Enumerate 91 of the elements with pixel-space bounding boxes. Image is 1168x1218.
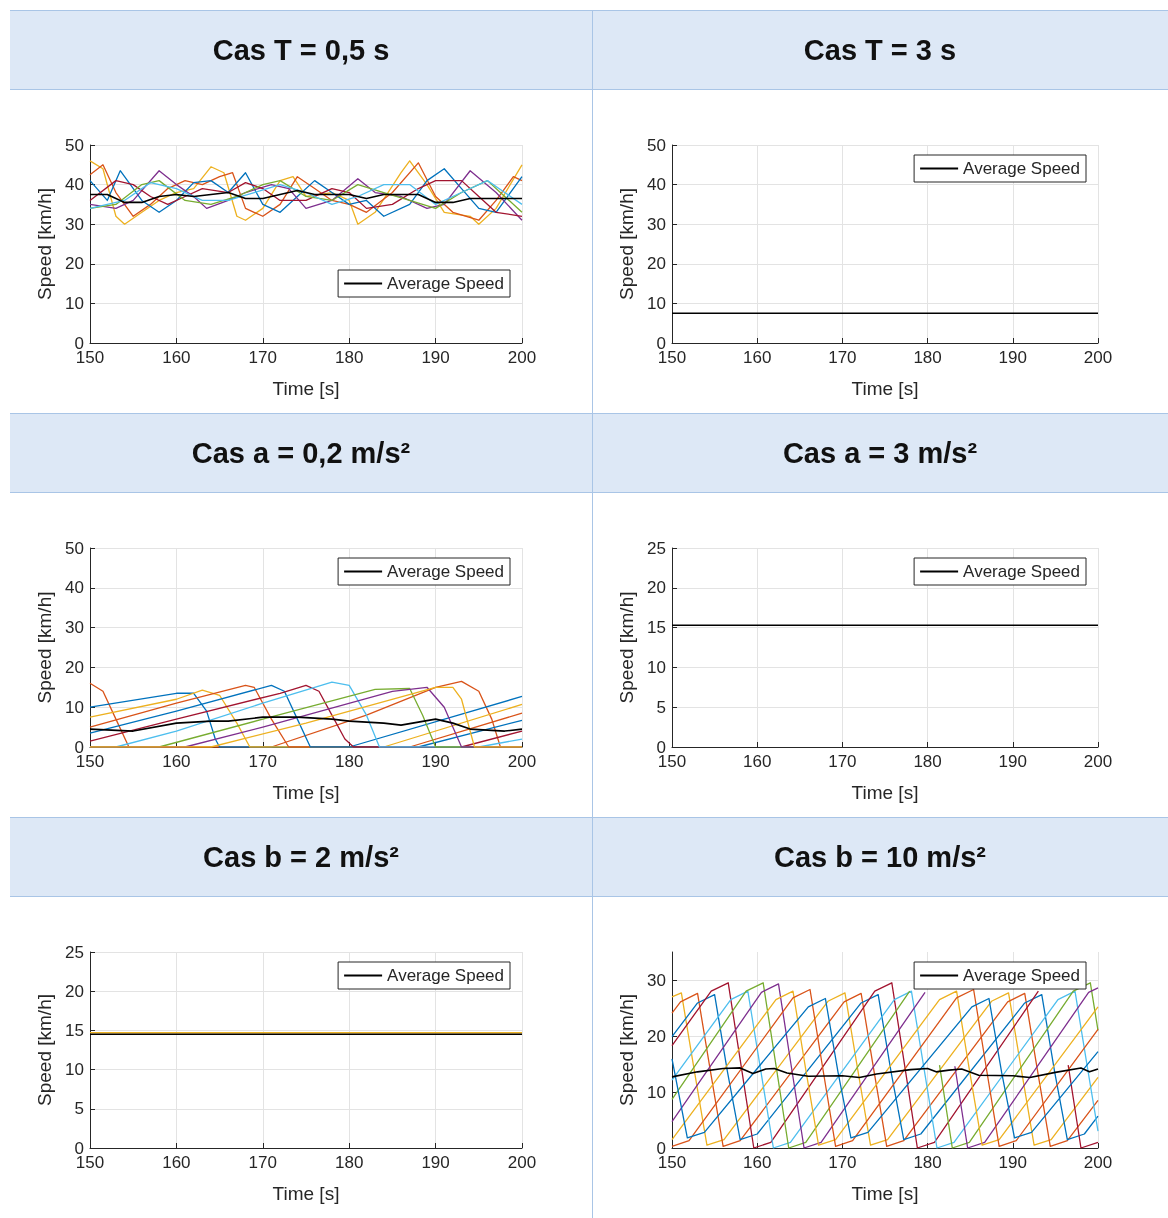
x-tick-label: 170 (248, 1153, 277, 1172)
chart-title: Cas a = 3 m/s² (592, 413, 1168, 493)
y-tick-label: 25 (647, 538, 666, 558)
x-tick-label: 190 (421, 348, 450, 367)
legend-label: Average Speed (387, 562, 505, 581)
y-axis-title: Speed [km/h] (616, 188, 638, 300)
y-tick-label: 40 (65, 578, 84, 598)
y-tick-label: 20 (647, 254, 666, 274)
y-axis-title: Speed [km/h] (34, 591, 56, 704)
y-tick-label: 10 (647, 657, 666, 677)
x-tick-label: 180 (335, 1153, 364, 1172)
y-tick-label: 50 (647, 135, 666, 155)
x-tick-label: 200 (1083, 348, 1113, 367)
x-tick-label: 190 (998, 752, 1027, 771)
y-tick-label: 30 (65, 618, 84, 638)
chart-title: Cas b = 2 m/s² (10, 817, 592, 897)
line-series (671, 1067, 1099, 1079)
y-tick-label: 40 (647, 175, 666, 195)
y-tick-label: 5 (74, 1099, 84, 1119)
x-tick-label: 180 (913, 752, 942, 771)
x-tick-label: 160 (162, 348, 191, 367)
x-tick-label: 170 (828, 1153, 857, 1172)
x-tick-label: 180 (913, 1153, 942, 1172)
x-tick-label: 170 (248, 348, 277, 367)
x-tick-label: 180 (913, 348, 942, 367)
x-tick-label: 200 (507, 348, 537, 367)
x-axis-title: Time [s] (272, 378, 340, 399)
y-tick-label: 20 (65, 254, 84, 274)
x-tick-label: 160 (743, 348, 772, 367)
legend-label: Average Speed (963, 562, 1081, 581)
x-tick-label: 150 (75, 348, 105, 367)
y-tick-label: 50 (65, 538, 84, 558)
x-tick-label: 200 (507, 752, 537, 771)
x-axis-title: Time [s] (272, 782, 340, 803)
x-tick-label: 190 (998, 348, 1027, 367)
y-tick-label: 20 (647, 578, 666, 598)
legend-label: Average Speed (387, 274, 505, 293)
legend-label: Average Speed (387, 966, 505, 985)
x-tick-label: 150 (75, 1153, 105, 1172)
line-series (89, 716, 523, 732)
y-tick-label: 5 (656, 697, 666, 717)
legend-label: Average Speed (963, 966, 1081, 985)
x-tick-label: 150 (657, 1153, 687, 1172)
chart-title: Cas b = 10 m/s² (592, 817, 1168, 897)
x-tick-label: 170 (828, 752, 857, 771)
x-tick-label: 150 (75, 752, 105, 771)
x-tick-label: 150 (657, 752, 687, 771)
line-series (89, 189, 523, 204)
y-tick-label: 10 (647, 293, 666, 313)
x-tick-label: 150 (657, 348, 687, 367)
x-tick-label: 200 (1083, 1153, 1113, 1172)
y-tick-label: 10 (65, 293, 84, 313)
x-tick-label: 200 (507, 1153, 537, 1172)
y-tick-label: 10 (65, 1060, 84, 1080)
y-tick-label: 20 (65, 657, 84, 677)
x-axis-title: Time [s] (851, 782, 919, 803)
y-tick-label: 30 (647, 214, 666, 234)
x-tick-label: 170 (248, 752, 277, 771)
x-tick-label: 190 (421, 1153, 450, 1172)
x-tick-label: 200 (1083, 752, 1113, 771)
y-axis-title: Speed [km/h] (616, 994, 638, 1106)
x-tick-label: 180 (335, 348, 364, 367)
y-tick-label: 15 (647, 618, 666, 638)
y-tick-label: 10 (647, 1082, 666, 1102)
y-tick-label: 10 (65, 697, 84, 717)
x-tick-label: 160 (743, 752, 772, 771)
x-tick-label: 180 (335, 752, 364, 771)
chart-title: Cas T = 3 s (592, 10, 1168, 90)
x-tick-label: 190 (998, 1153, 1027, 1172)
chart-title: Cas T = 0,5 s (10, 10, 592, 90)
y-tick-label: 20 (647, 1026, 666, 1046)
chart-title: Cas a = 0,2 m/s² (10, 413, 592, 493)
x-tick-label: 160 (162, 752, 191, 771)
y-tick-label: 25 (65, 942, 84, 962)
x-axis-title: Time [s] (272, 1183, 340, 1204)
y-tick-label: 40 (65, 175, 84, 195)
x-tick-label: 160 (162, 1153, 191, 1172)
x-axis-title: Time [s] (851, 1183, 919, 1204)
y-axis-title: Speed [km/h] (34, 188, 56, 300)
y-tick-label: 15 (65, 1020, 84, 1040)
y-tick-label: 50 (65, 135, 84, 155)
y-tick-label: 30 (647, 970, 666, 990)
y-tick-label: 30 (65, 214, 84, 234)
x-tick-label: 170 (828, 348, 857, 367)
x-tick-label: 160 (743, 1153, 772, 1172)
y-axis-title: Speed [km/h] (616, 591, 638, 704)
y-axis-title: Speed [km/h] (34, 994, 56, 1106)
legend-label: Average Speed (963, 159, 1081, 178)
x-axis-title: Time [s] (851, 378, 919, 399)
x-tick-label: 190 (421, 752, 450, 771)
y-tick-label: 20 (65, 981, 84, 1001)
